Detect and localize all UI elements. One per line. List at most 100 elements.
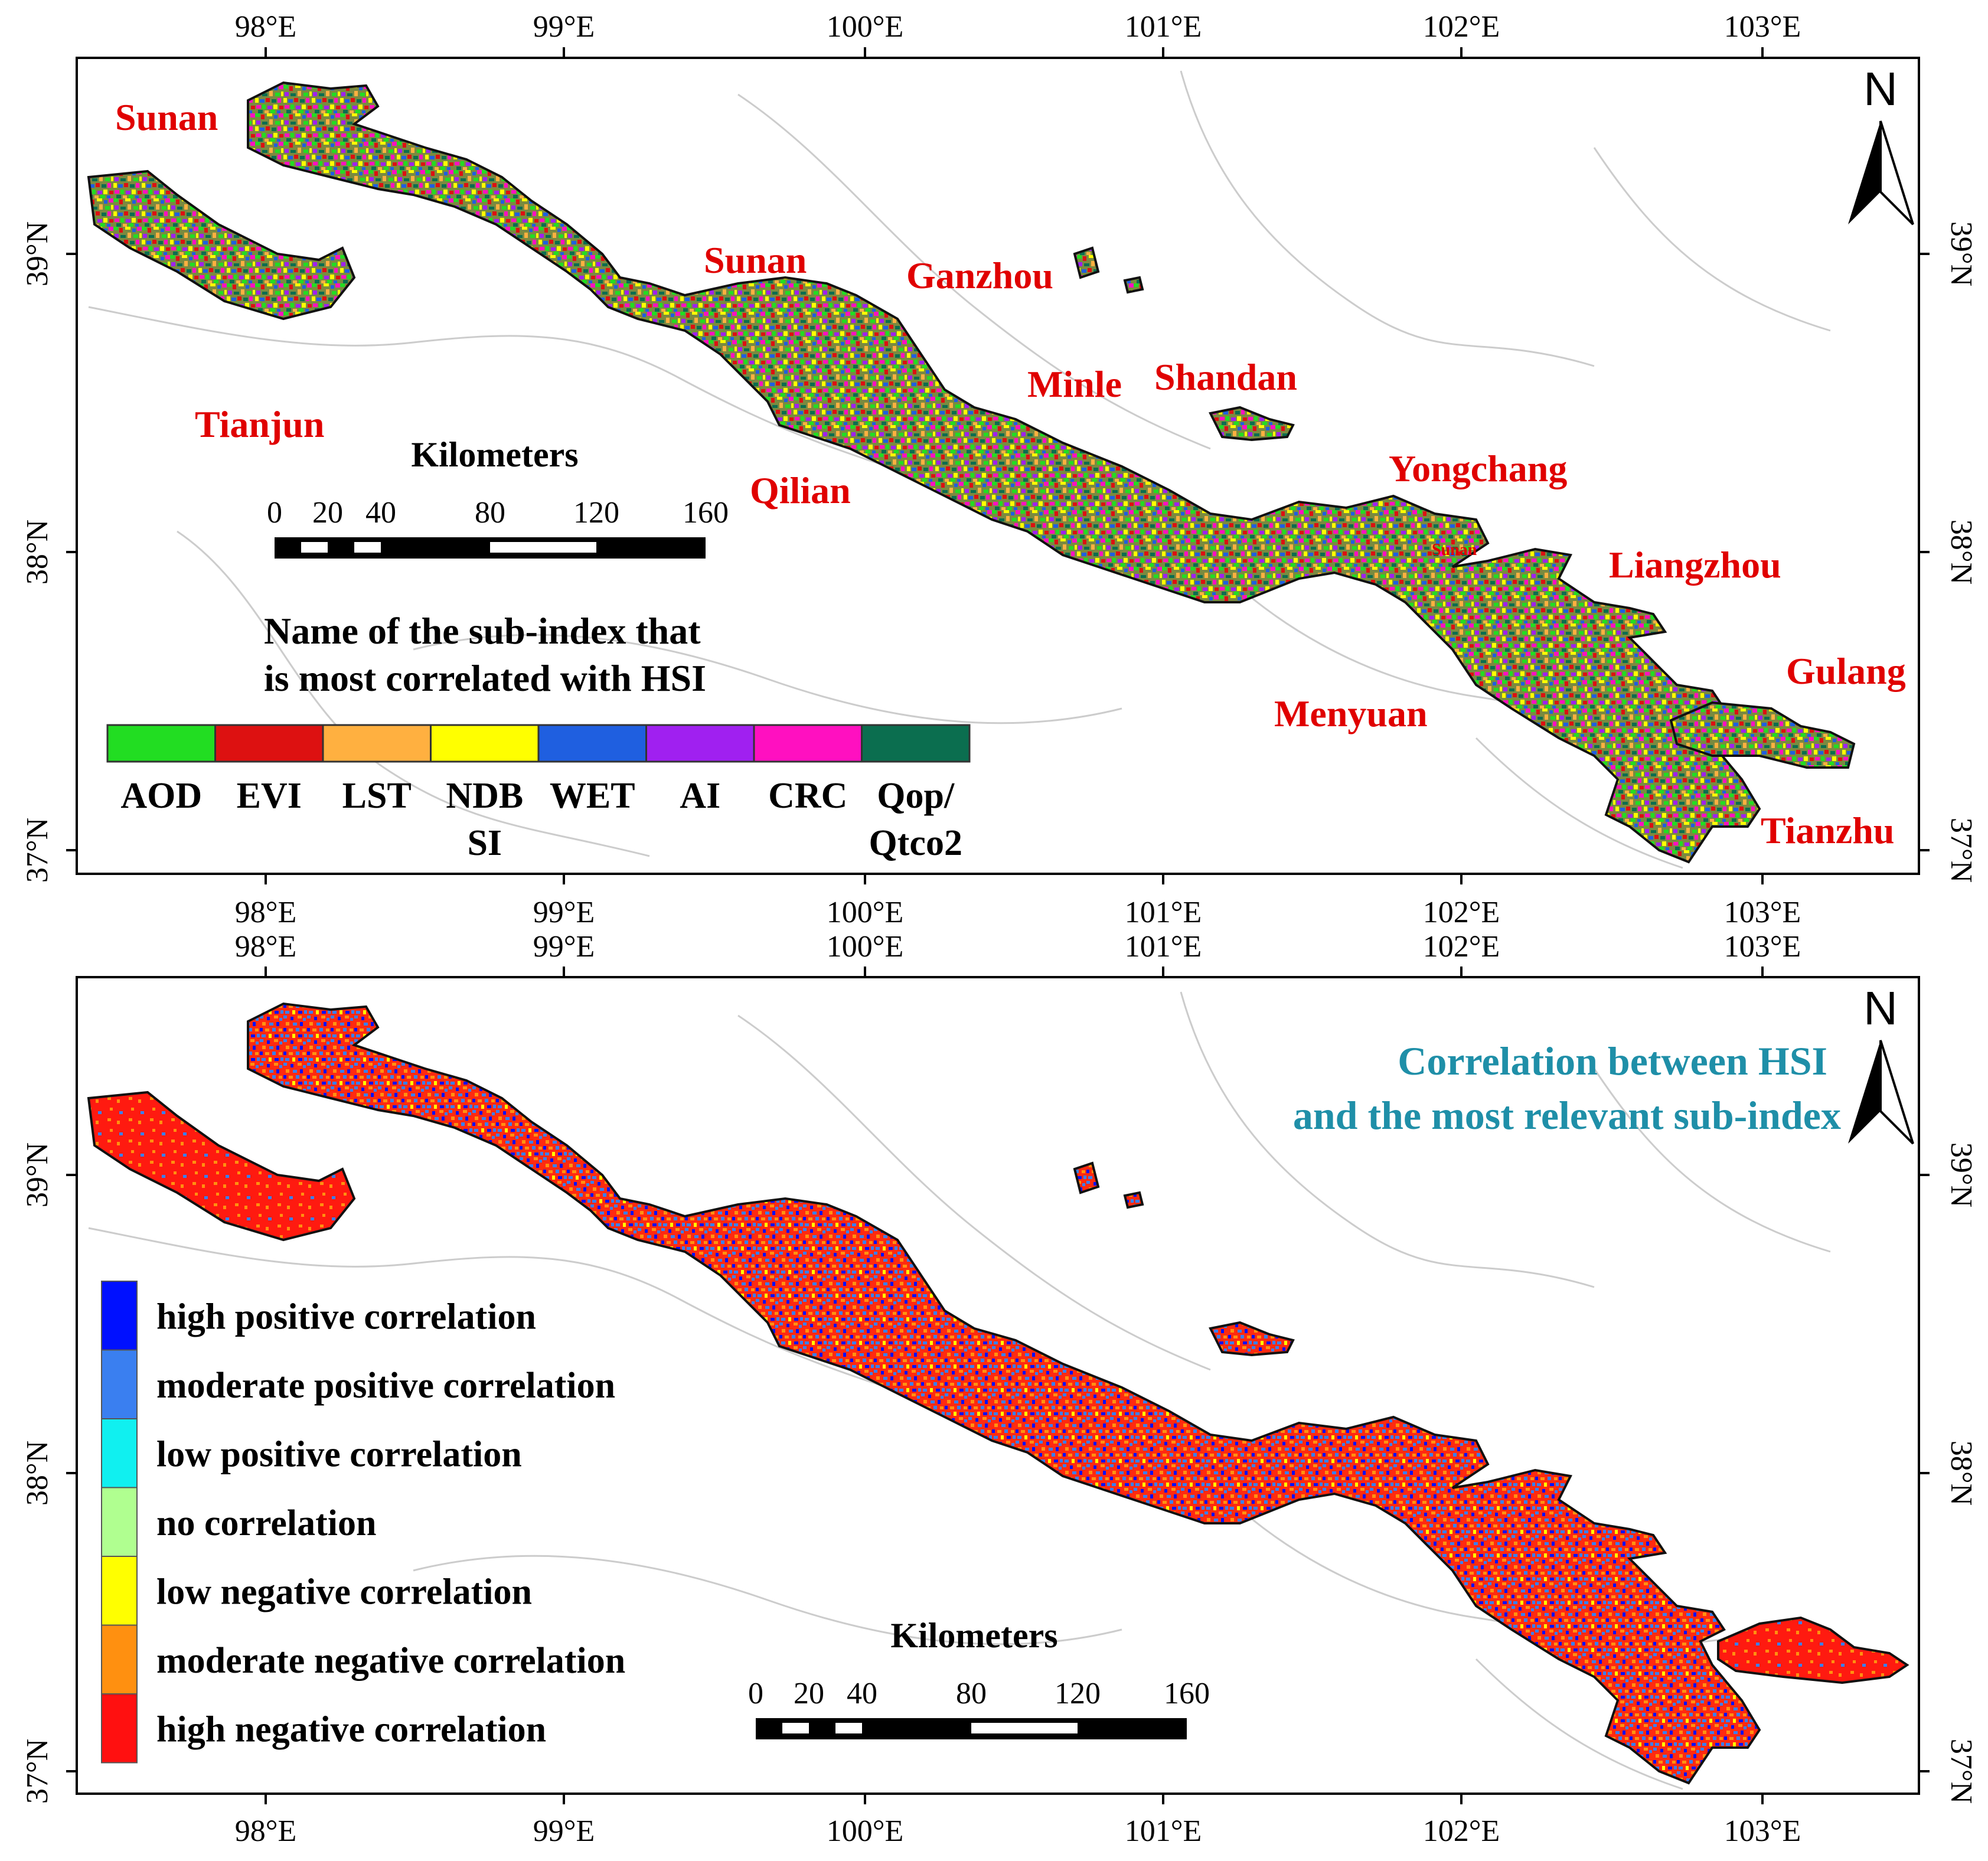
map2-tick-marks (66, 967, 1930, 1804)
lat-label: 38°N (1944, 520, 1978, 585)
place-label: Qilian (750, 469, 851, 511)
legend-swatch (101, 1281, 138, 1351)
scale-tick: 80 (956, 1677, 987, 1710)
map1-place-labels: Sunan Sunan Ganzhou Minle Shandan Tianju… (115, 96, 1906, 851)
legend-swatch (537, 724, 647, 763)
lat-label: 38°N (1944, 1441, 1978, 1506)
lat-label: 37°N (1944, 1739, 1978, 1804)
scale-tick: 40 (365, 496, 396, 530)
legend-swatch (101, 1624, 138, 1695)
legend-label: AOD (120, 776, 202, 816)
lon-label: 98°E (235, 10, 297, 44)
lon-label: 99°E (533, 1814, 595, 1848)
lat-label: 39°N (1944, 1142, 1978, 1207)
scale-tick: 80 (475, 496, 505, 530)
lat-label: 39°N (21, 221, 54, 286)
lat-label: 38°N (21, 520, 54, 585)
lon-label: 99°E (533, 896, 595, 929)
scale-tick: 0 (748, 1677, 763, 1710)
map2-legend: high positive correlation moderate positi… (101, 1281, 625, 1764)
map1-legend: Name of the sub-index that is most corre… (106, 610, 971, 863)
legend-swatch (322, 724, 432, 763)
map1-lon-labels-top: 98°E 99°E 100°E 101°E 102°E 103°E (235, 10, 1801, 44)
legend-label: no correlation (156, 1503, 377, 1543)
legend-title: Name of the sub-index that (264, 610, 701, 652)
lon-label: 102°E (1423, 10, 1500, 44)
map2-lat-labels-left: 39°N 38°N 37°N (21, 1142, 54, 1804)
map2-lon-labels-top: 98°E 99°E 100°E 101°E 102°E 103°E (235, 930, 1801, 964)
map2-title: Correlation between HSI and the most rel… (1293, 1039, 1841, 1138)
legend-swatch (101, 1693, 138, 1764)
place-label: Yongchang (1389, 448, 1567, 489)
north-label: N (1863, 63, 1898, 115)
lon-label: 100°E (827, 930, 904, 964)
lon-label: 101°E (1125, 930, 1202, 964)
legend-label: NDB (446, 776, 523, 816)
place-label: Minle (1027, 363, 1122, 405)
place-label: Tianzhu (1761, 809, 1895, 851)
lat-label: 39°N (1944, 221, 1978, 286)
legend-swatch (106, 724, 216, 763)
legend-label: Qtco2 (869, 823, 962, 863)
map-panel-sub-index: 98°E 99°E 100°E 101°E 102°E 103°E 98°E 9… (21, 10, 1978, 929)
legend-swatch (753, 724, 863, 763)
map1-study-area (87, 81, 1856, 864)
map1-lat-labels-left: 39°N 38°N 37°N (21, 221, 54, 883)
map1-admin-boundaries (88, 70, 1831, 869)
legend-swatch (214, 724, 324, 763)
north-label: N (1863, 982, 1898, 1034)
lon-label: 99°E (533, 10, 595, 44)
map1-lon-labels-bottom: 98°E 99°E 100°E 101°E 102°E 103°E (235, 896, 1801, 929)
scale-tick: 160 (1164, 1677, 1210, 1710)
place-label: Gulang (1786, 650, 1906, 692)
lon-label: 100°E (827, 896, 904, 929)
legend-label: CRC (768, 776, 847, 816)
lon-label: 101°E (1125, 896, 1202, 929)
scale-tick: 0 (267, 496, 282, 530)
lon-label: 100°E (827, 1814, 904, 1848)
map-panel-correlation: 98°E 99°E 100°E 101°E 102°E 103°E 98°E 9… (21, 930, 1978, 1848)
legend-label: moderate positive correlation (156, 1366, 615, 1406)
lon-label: 99°E (533, 930, 595, 964)
legend-label: SI (467, 823, 502, 863)
lat-label: 38°N (21, 1441, 54, 1506)
legend-label: moderate negative correlation (156, 1641, 625, 1681)
scale-bar-title: Kilometers (890, 1616, 1057, 1655)
legend-swatch (645, 724, 755, 763)
lon-label: 100°E (827, 10, 904, 44)
map2-study-area (87, 1002, 1909, 1785)
legend-swatch (101, 1349, 138, 1419)
place-label: Tianjun (195, 403, 324, 445)
legend-label: low positive correlation (156, 1434, 522, 1474)
place-label: Sunan (1432, 541, 1477, 559)
map2-title-line1: Correlation between HSI (1398, 1039, 1827, 1083)
place-label: Liangzhou (1609, 544, 1781, 586)
lon-label: 102°E (1423, 930, 1500, 964)
scale-tick: 120 (573, 496, 619, 530)
map2-scale-bar: Kilometers 0 20 40 80 120 160 (748, 1616, 1210, 1739)
lon-label: 103°E (1724, 930, 1801, 964)
scale-tick: 160 (683, 496, 729, 530)
place-label: Sunan (704, 239, 807, 281)
lat-label: 37°N (21, 1739, 54, 1804)
lat-label: 37°N (21, 818, 54, 883)
map1-tick-marks (66, 47, 1930, 884)
place-label: Ganzhou (906, 254, 1053, 296)
lon-label: 101°E (1125, 10, 1202, 44)
lon-label: 98°E (235, 930, 297, 964)
lon-label: 101°E (1125, 1814, 1202, 1848)
legend-swatch (861, 724, 971, 763)
legend-label: WET (550, 776, 635, 816)
lat-label: 39°N (21, 1142, 54, 1207)
legend-label: high positive correlation (156, 1297, 536, 1337)
legend-label: Qop/ (877, 776, 955, 816)
legend-label: low negative correlation (156, 1572, 532, 1612)
legend-title: is most correlated with HSI (264, 657, 706, 699)
legend-swatch (101, 1556, 138, 1626)
map1-lat-labels-right: 39°N 38°N 37°N (1944, 221, 1978, 883)
legend-label: AI (680, 776, 720, 816)
place-label: Shandan (1154, 356, 1297, 398)
legend-swatch (101, 1487, 138, 1557)
